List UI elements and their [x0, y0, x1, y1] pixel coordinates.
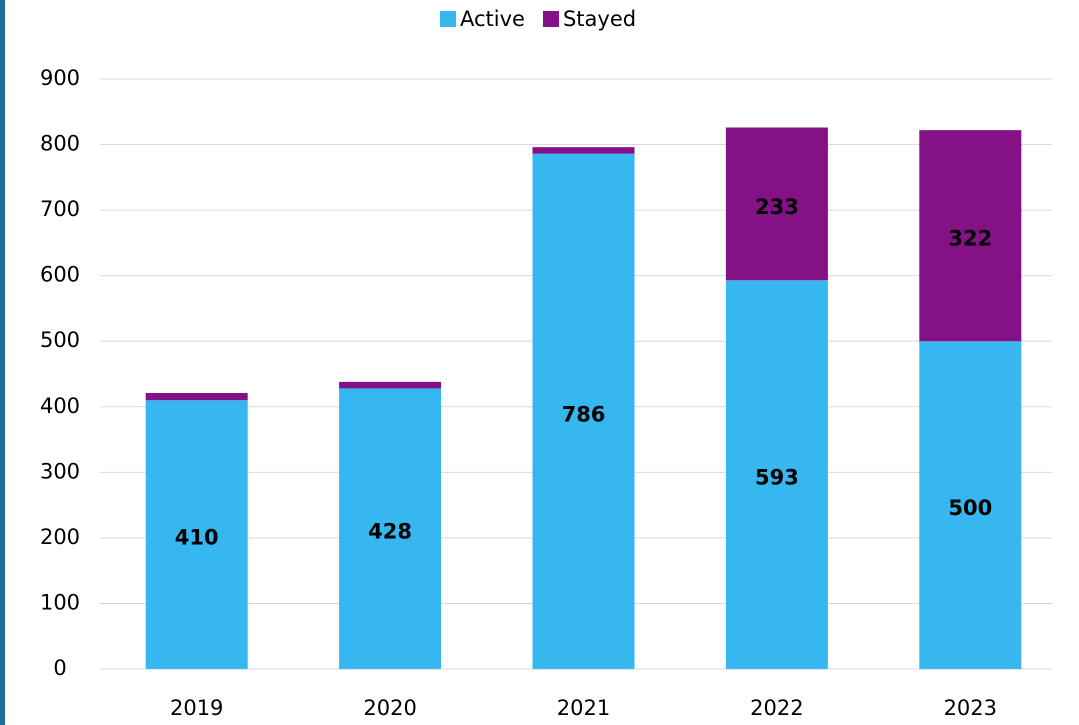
y-tick-label: 600 — [40, 263, 80, 287]
x-tick-label: 2021 — [557, 696, 610, 720]
y-tick-label: 400 — [40, 394, 80, 418]
legend-swatch — [440, 11, 456, 27]
bar-segment — [532, 153, 635, 669]
x-tick-label: 2022 — [750, 696, 803, 720]
data-label: 410 — [175, 526, 219, 550]
bar-segment — [919, 341, 1022, 669]
y-tick-label: 200 — [40, 525, 80, 549]
legend-swatch — [542, 11, 559, 27]
x-tick-label: 2023 — [944, 696, 997, 720]
legend-label: Stayed — [563, 7, 636, 31]
x-tick-label: 2020 — [363, 696, 416, 720]
x-tick-label: 2019 — [170, 696, 223, 720]
y-tick-label: 0 — [53, 656, 66, 680]
bar-segment — [339, 388, 442, 669]
data-label: 322 — [948, 227, 992, 251]
data-label: 593 — [755, 466, 799, 490]
data-label: 233 — [755, 195, 799, 219]
bar-segment — [725, 280, 828, 669]
bar-segment — [919, 130, 1022, 342]
y-tick-label: 900 — [40, 66, 80, 90]
bar-segment — [725, 127, 828, 281]
data-label: 500 — [948, 496, 992, 520]
left-border — [0, 0, 5, 725]
y-tick-label: 300 — [40, 459, 80, 483]
bar-segment — [145, 393, 248, 401]
bar-segment — [145, 400, 248, 669]
data-label: 786 — [562, 402, 606, 426]
legend-label: Active — [460, 7, 525, 31]
bar-segment — [532, 147, 635, 154]
bar-segment — [339, 381, 442, 389]
y-tick-label: 500 — [40, 328, 80, 352]
y-tick-label: 800 — [40, 132, 80, 156]
data-label: 428 — [368, 520, 412, 544]
y-tick-label: 100 — [40, 590, 80, 614]
y-tick-label: 700 — [40, 197, 80, 221]
